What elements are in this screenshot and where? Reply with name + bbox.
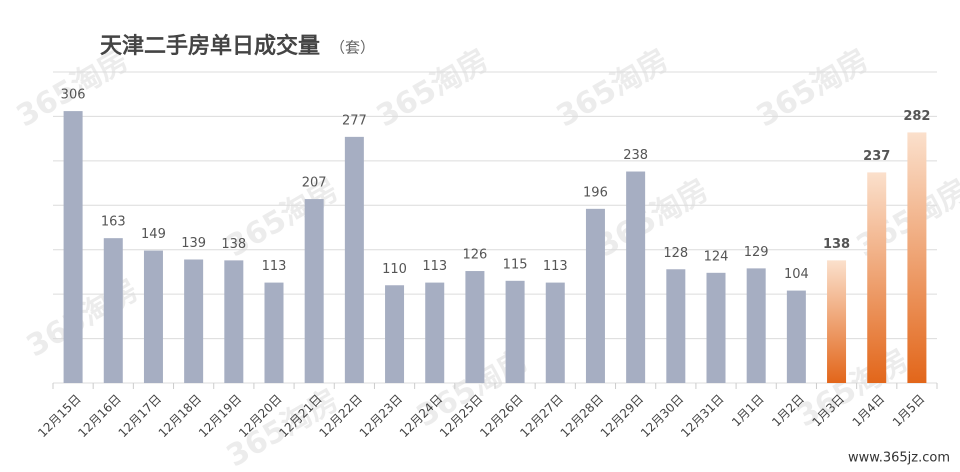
value-label: 110 [382, 262, 407, 277]
watermark: 365淘房 [751, 43, 875, 135]
bar [304, 199, 324, 383]
bar [827, 260, 847, 383]
x-tick-label: 12月29日 [598, 392, 646, 440]
bar [626, 171, 646, 383]
value-label: 128 [663, 246, 688, 261]
bar [425, 282, 445, 383]
value-label: 306 [61, 88, 86, 103]
x-tick-label: 1月1日 [729, 392, 767, 430]
bar [184, 259, 204, 383]
value-label: 196 [583, 185, 608, 200]
watermark: 365淘房 [371, 43, 495, 135]
x-tick-label: 12月30日 [638, 392, 686, 440]
value-label: 126 [462, 248, 487, 263]
watermark: 365淘房 [591, 173, 715, 265]
watermark: 365淘房 [551, 43, 675, 135]
value-label: 237 [863, 149, 890, 164]
x-tick-label: 12月27日 [517, 392, 565, 440]
value-label: 138 [823, 237, 850, 252]
x-tick-label: 12月18日 [156, 392, 204, 440]
value-label: 238 [623, 148, 648, 163]
x-tick-label: 12月17日 [116, 392, 164, 440]
x-tick-label: 12月23日 [357, 392, 405, 440]
watermark: 365淘房 [21, 273, 145, 365]
bar [143, 250, 163, 383]
value-label: 124 [704, 249, 729, 264]
bar [666, 269, 686, 383]
source: www.365jz.com [848, 451, 950, 466]
x-tick-label: 12月28日 [558, 392, 606, 440]
bar [103, 238, 123, 383]
value-label: 129 [744, 245, 769, 260]
bar [465, 271, 485, 383]
bar [63, 111, 83, 384]
bar [385, 285, 405, 383]
value-label: 149 [141, 227, 166, 242]
value-label: 277 [342, 113, 367, 128]
value-label: 207 [302, 176, 327, 191]
x-tick-label: 12月15日 [35, 392, 83, 440]
value-label: 282 [903, 109, 930, 124]
bar [344, 136, 364, 383]
watermark: 365淘房 [851, 173, 960, 265]
value-label: 138 [221, 237, 246, 252]
bar [545, 282, 565, 383]
bar [907, 132, 927, 383]
bar [746, 268, 766, 383]
x-tick-label: 1月5日 [890, 392, 928, 430]
x-tick-label: 12月31日 [678, 392, 726, 440]
value-label: 113 [543, 259, 568, 274]
bar [706, 272, 726, 383]
value-label: 113 [422, 259, 447, 274]
value-label: 113 [262, 259, 287, 274]
x-tick-label: 12月16日 [75, 392, 123, 440]
chart-subtitle: （套） [330, 39, 375, 57]
value-label: 139 [181, 236, 206, 251]
bar [786, 290, 806, 383]
bar [224, 260, 244, 383]
bar [585, 208, 605, 383]
value-label: 104 [784, 267, 809, 282]
bar [867, 172, 887, 383]
value-label: 163 [101, 215, 126, 230]
bar [264, 282, 284, 383]
bar [505, 280, 525, 383]
chart-title: 天津二手房单日成交量 [100, 33, 320, 59]
value-label: 115 [503, 257, 528, 272]
x-tick-label: 12月19日 [196, 392, 244, 440]
